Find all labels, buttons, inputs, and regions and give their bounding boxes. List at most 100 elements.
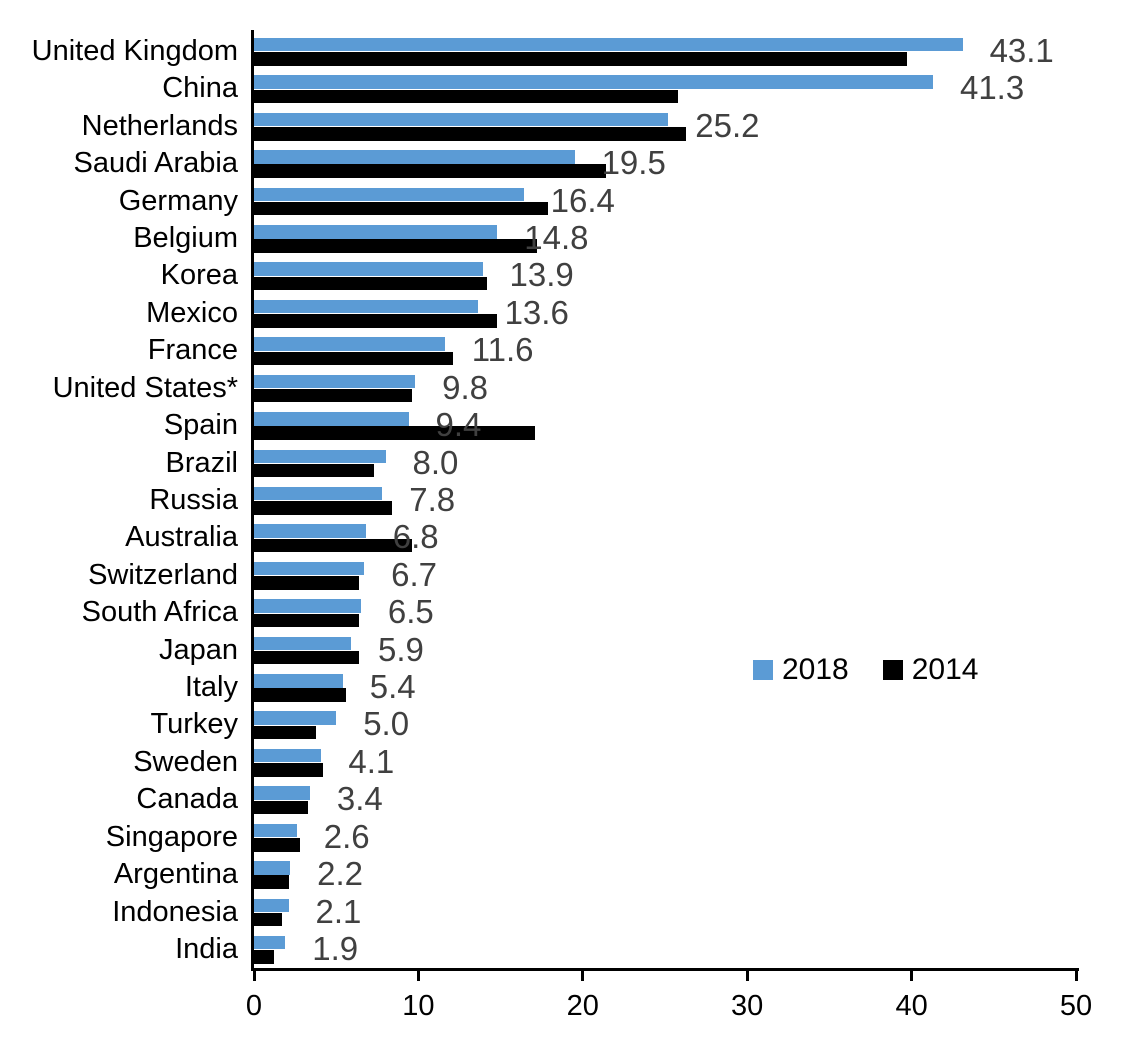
category-label: Singapore bbox=[105, 820, 238, 853]
bar-2018 bbox=[254, 262, 483, 276]
value-label: 41.3 bbox=[959, 69, 1025, 107]
bar-2018 bbox=[254, 150, 575, 164]
value-label: 13.9 bbox=[509, 256, 574, 294]
value-label: 4.1 bbox=[348, 742, 395, 780]
x-tick-mark bbox=[1074, 968, 1078, 981]
bar-2018 bbox=[254, 861, 291, 875]
legend: 2018 2014 bbox=[753, 653, 979, 687]
legend-label-2018: 2018 bbox=[782, 653, 849, 686]
bar-2018 bbox=[254, 524, 366, 538]
bar-2014 bbox=[254, 538, 412, 553]
value-label: 6.7 bbox=[391, 555, 438, 593]
x-tick-label: 30 bbox=[731, 990, 764, 1022]
bar-2018 bbox=[254, 75, 933, 89]
x-tick-label: 40 bbox=[895, 990, 928, 1022]
x-tick-mark bbox=[910, 968, 914, 981]
value-label: 1.9 bbox=[312, 929, 359, 967]
bar-2018 bbox=[254, 561, 365, 576]
value-label: 5.0 bbox=[363, 705, 410, 743]
bar-2018 bbox=[254, 112, 669, 127]
bar-2018 bbox=[254, 37, 963, 52]
bar-2014 bbox=[254, 688, 347, 702]
bar-2018 bbox=[254, 636, 351, 651]
value-label: 8.0 bbox=[412, 443, 459, 481]
legend-swatch-2014 bbox=[882, 660, 903, 680]
legend-label-2014: 2014 bbox=[911, 653, 979, 686]
x-tick-label: 0 bbox=[245, 990, 263, 1022]
y-axis-line bbox=[251, 30, 254, 971]
category-label: China bbox=[162, 72, 238, 105]
bar-2014 bbox=[254, 351, 453, 366]
bar-2018 bbox=[254, 337, 445, 351]
bar-2018 bbox=[254, 187, 524, 202]
value-label: 9.8 bbox=[442, 368, 488, 406]
value-label: 6.5 bbox=[387, 593, 434, 631]
bar-2014 bbox=[254, 314, 498, 328]
category-label: Mexico bbox=[146, 296, 238, 329]
category-label: Indonesia bbox=[112, 895, 238, 928]
legend-swatch-2018 bbox=[753, 660, 773, 680]
bar-2018 bbox=[254, 412, 409, 426]
x-tick-mark bbox=[745, 968, 749, 981]
bar-2014 bbox=[254, 89, 679, 104]
bar-2014 bbox=[254, 388, 412, 403]
bar-2018 bbox=[254, 299, 478, 314]
bar-2018 bbox=[254, 449, 386, 464]
category-label: Argentina bbox=[113, 858, 238, 891]
category-label: Belgium bbox=[133, 222, 238, 254]
bar-2014 bbox=[254, 164, 606, 178]
bar-2014 bbox=[254, 613, 360, 627]
category-label: Turkey bbox=[150, 708, 238, 741]
value-label: 6.8 bbox=[392, 518, 439, 556]
category-label: Italy bbox=[184, 671, 238, 704]
bar-2014 bbox=[254, 650, 360, 665]
bar-2018 bbox=[254, 486, 383, 501]
bar-2014 bbox=[254, 950, 274, 964]
value-label: 9.4 bbox=[435, 406, 482, 444]
value-label: 11.6 bbox=[471, 331, 534, 369]
category-label: Germany bbox=[118, 184, 238, 217]
category-label: Canada bbox=[136, 783, 238, 816]
bar-2014 bbox=[254, 725, 317, 740]
value-label: 2.1 bbox=[315, 892, 362, 930]
bar-2014 bbox=[254, 463, 374, 478]
x-tick-mark bbox=[581, 968, 585, 981]
category-label: Switzerland bbox=[88, 558, 238, 591]
bar-2014 bbox=[254, 426, 536, 440]
value-label: 7.8 bbox=[409, 480, 456, 518]
category-label: Russia bbox=[149, 483, 238, 516]
category-label: United Kingdom bbox=[31, 34, 238, 67]
bar-2014 bbox=[254, 576, 360, 590]
value-label: 2.6 bbox=[323, 817, 370, 855]
bar-2014 bbox=[254, 800, 309, 815]
value-label: 43.1 bbox=[989, 31, 1054, 69]
bar-2018 bbox=[254, 935, 286, 950]
bar-2018 bbox=[254, 748, 322, 763]
bar-2018 bbox=[254, 898, 289, 913]
x-tick-mark bbox=[252, 968, 256, 981]
bar-2018 bbox=[254, 374, 416, 389]
value-label: 3.4 bbox=[336, 780, 383, 818]
category-label: India bbox=[175, 932, 238, 965]
bar-2014 bbox=[254, 912, 282, 927]
category-label: Netherlands bbox=[81, 109, 238, 142]
category-label: Brazil bbox=[165, 446, 238, 479]
category-label: Australia bbox=[125, 521, 238, 554]
bar-2018 bbox=[254, 599, 361, 613]
value-label: 16.4 bbox=[550, 181, 615, 219]
x-tick-label: 20 bbox=[566, 990, 599, 1022]
x-axis-line bbox=[251, 968, 1079, 971]
value-label: 14.8 bbox=[524, 219, 589, 256]
value-label: 25.2 bbox=[695, 106, 760, 144]
bar-2018 bbox=[254, 786, 310, 800]
bar-2014 bbox=[254, 127, 687, 141]
bar-2014 bbox=[254, 52, 907, 66]
bar-2018 bbox=[254, 711, 337, 725]
value-label: 19.5 bbox=[601, 144, 666, 182]
category-label: Korea bbox=[160, 259, 238, 292]
bar-2014 bbox=[254, 201, 549, 216]
value-label: 13.6 bbox=[504, 293, 569, 331]
category-label: Spain bbox=[163, 409, 238, 442]
x-tick-label: 10 bbox=[402, 990, 435, 1022]
